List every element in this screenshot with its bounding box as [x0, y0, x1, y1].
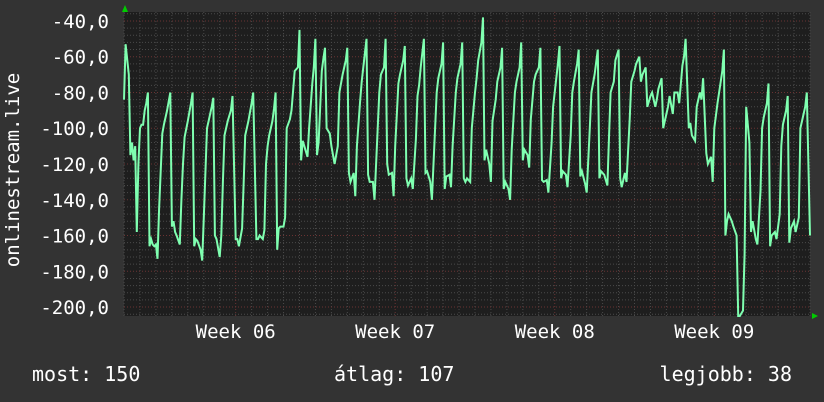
y-axis-arrow: [122, 5, 128, 12]
x-tick-label: Week 09: [674, 321, 754, 343]
x-tick-label: Week 07: [355, 321, 435, 343]
series-line: [123, 17, 811, 317]
y-tick-label: -160,0: [40, 226, 109, 248]
y-axis-title: onlinestream.live: [2, 73, 24, 267]
x-tick-label: Week 06: [196, 321, 276, 343]
y-tick-label: -40,0: [52, 11, 109, 33]
stat-average: átlag: 107: [334, 362, 455, 386]
y-tick-label: -120,0: [40, 154, 109, 176]
x-tick-label: Week 08: [515, 321, 595, 343]
y-tick-label: -60,0: [52, 47, 109, 69]
stat-best: legjobb: 38: [659, 362, 792, 386]
stat-current: most: 150: [32, 362, 141, 386]
y-tick-label: -80,0: [52, 82, 109, 104]
legend-stats: most: 150 átlag: 107 legjobb: 38: [0, 362, 824, 388]
y-tick-label: -100,0: [40, 118, 109, 140]
y-tick-label: -140,0: [40, 190, 109, 212]
x-axis-arrow: [812, 313, 818, 319]
y-tick-label: -180,0: [40, 261, 109, 283]
y-tick-label: -200,0: [40, 297, 109, 319]
